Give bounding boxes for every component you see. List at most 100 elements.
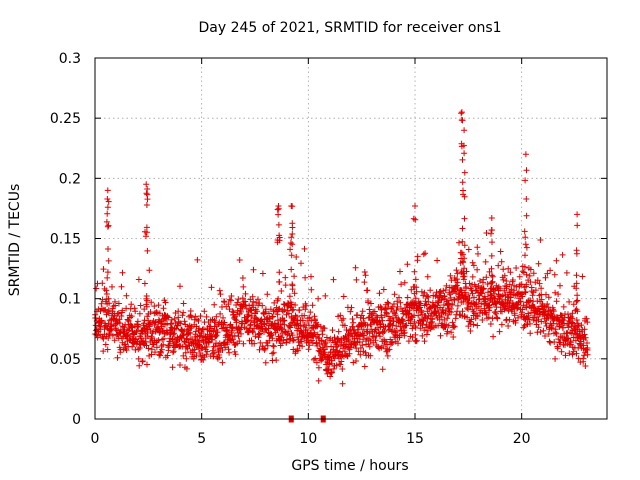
data-point [146,267,153,274]
data-point [329,369,335,376]
data-point [550,306,557,313]
data-point [257,339,264,346]
data-point [200,356,207,363]
data-point [193,352,200,359]
data-point [449,302,456,308]
data-point [423,331,430,338]
data-point-spike [460,259,467,266]
data-point [456,239,462,246]
data-point [168,316,175,323]
data-point [535,324,542,331]
data-point [366,330,373,337]
data-point [468,316,475,323]
data-point [353,276,360,283]
data-point [470,321,477,328]
data-point [480,285,487,292]
data-point [519,268,526,275]
data-point [548,325,555,332]
data-point [464,305,470,311]
data-point [262,326,269,333]
data-point [173,325,179,332]
data-point [467,328,474,334]
data-point [259,302,266,309]
data-point [582,363,589,369]
data-point-spike [289,241,296,248]
data-point [98,300,105,307]
data-point [213,313,220,320]
data-point-spike [289,282,296,289]
data-point [125,318,132,324]
data-point [422,298,429,305]
data-point [350,319,357,326]
data-point [213,332,220,339]
data-point [136,310,143,317]
data-point-spike [521,264,528,270]
data-point [266,310,272,317]
data-point [239,295,246,302]
data-point [380,286,387,293]
data-point [479,290,485,297]
data-point [484,281,491,287]
data-point-spike [144,186,151,192]
data-point [569,315,576,322]
data-point-spike [104,210,111,217]
data-point [315,364,322,371]
data-point [543,291,549,298]
data-point [470,262,477,269]
data-point [179,312,186,319]
data-point [480,276,487,283]
x-tick-label: 15 [406,431,424,447]
data-point [180,309,187,316]
data-point [259,270,266,277]
data-point [299,343,306,350]
data-point [424,273,431,280]
data-point [251,340,258,347]
data-point [557,282,563,289]
data-point [264,342,271,349]
data-point [197,313,204,320]
data-point-spike [143,181,150,188]
data-point-spike [461,242,468,249]
data-point [329,327,336,334]
data-point-spike [411,301,418,308]
data-point-spike [461,255,468,262]
data-point [512,319,519,326]
data-point [302,306,309,313]
data-point [573,317,580,323]
data-point [448,329,455,336]
data-point [475,250,481,257]
data-point-spike [523,283,529,290]
data-point [389,340,396,346]
y-tick-label: 0.15 [50,232,81,248]
data-point [413,337,420,344]
data-point-spike [460,187,466,194]
data-point [225,346,232,353]
data-point [563,269,570,276]
data-point [278,326,285,333]
data-point [361,363,368,370]
data-point [451,323,458,330]
data-point [552,329,559,336]
data-point [361,279,368,286]
data-point [454,302,461,309]
data-point [291,290,298,297]
data-point [145,345,152,352]
data-point [239,275,246,281]
data-point [291,273,298,280]
data-point-spike [458,110,465,117]
data-point [283,339,290,346]
data-point [377,333,383,340]
data-point [135,355,142,362]
data-point [153,309,160,316]
data-point [256,331,263,338]
data-point [158,346,165,353]
data-point [544,301,551,307]
data-point [454,276,460,283]
data-point [427,287,434,294]
data-point [286,310,292,317]
data-point [497,285,504,292]
data-point-spike [288,266,295,273]
data-point-spike [104,196,111,202]
data-point [405,338,412,345]
